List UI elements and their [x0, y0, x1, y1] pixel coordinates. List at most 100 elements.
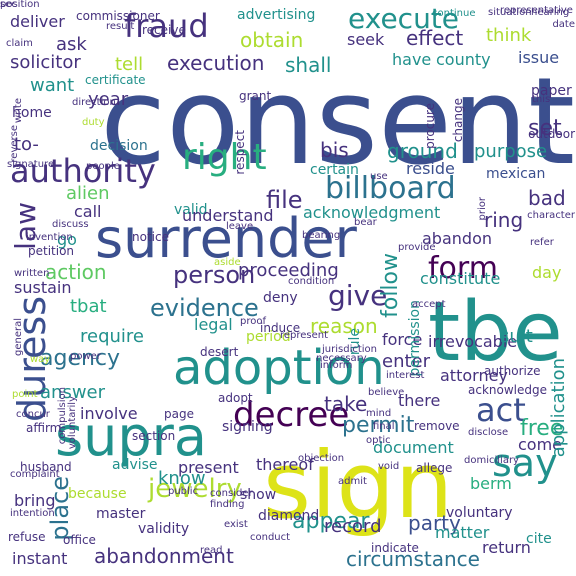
word: consider — [210, 488, 253, 499]
word: purpose — [474, 141, 548, 162]
word: give — [328, 279, 388, 312]
word: cite — [526, 531, 552, 547]
word: procure — [423, 103, 437, 149]
word: paper — [531, 83, 572, 99]
word: tbat — [70, 296, 107, 317]
word: bis — [320, 138, 349, 162]
word: right — [182, 137, 267, 178]
word: decree — [233, 395, 350, 435]
word: exist — [224, 519, 248, 530]
word: answer — [40, 382, 106, 403]
word: situation — [488, 7, 532, 18]
word: general — [13, 318, 24, 357]
word: section — [132, 429, 176, 443]
word: date — [552, 19, 575, 30]
word: show — [240, 487, 277, 503]
word: effect — [406, 26, 464, 50]
word: change — [451, 98, 465, 143]
word: deny — [263, 290, 298, 306]
word: believe — [368, 387, 405, 398]
word: fraud — [124, 7, 209, 45]
word: signing — [222, 419, 273, 435]
word: bring — [14, 491, 56, 510]
word: notice — [132, 230, 169, 244]
word: jewelry — [148, 474, 242, 504]
word: finding — [210, 499, 245, 510]
word: signature — [7, 159, 55, 170]
word: abandonment — [94, 544, 234, 568]
word: sec — [0, 0, 17, 10]
word: condition — [288, 276, 335, 287]
word: obtain — [240, 28, 304, 52]
word: admit — [338, 476, 367, 487]
word: matter — [435, 523, 490, 542]
word: file — [266, 186, 303, 214]
word: hearing — [531, 7, 570, 18]
word: mind — [366, 408, 392, 419]
word: refuse — [8, 530, 46, 544]
word: period — [246, 329, 291, 345]
word: remove — [414, 419, 460, 433]
word: ask — [56, 34, 87, 55]
word: written — [14, 268, 50, 279]
word: affirm — [26, 421, 62, 435]
word: ring — [484, 208, 524, 232]
word: advertising — [237, 7, 316, 23]
word: want — [30, 75, 75, 96]
word: outdoor — [528, 127, 575, 141]
word: application — [548, 358, 569, 458]
word: desert — [200, 345, 239, 359]
word: berm — [470, 474, 512, 493]
word: disclose — [468, 427, 509, 438]
word: induce — [260, 321, 301, 335]
word: void — [378, 461, 400, 472]
word: indicate — [371, 541, 419, 555]
word: person — [173, 261, 256, 289]
word: involve — [80, 404, 138, 423]
word: take — [324, 392, 368, 416]
word: people — [86, 161, 120, 172]
word: validity — [138, 521, 190, 537]
word: write — [13, 98, 24, 124]
word: jurisdiction — [322, 344, 377, 355]
word: advise — [112, 457, 158, 473]
word: surrender — [95, 207, 357, 270]
word: seek — [347, 30, 385, 49]
word: solicitor — [10, 52, 81, 73]
word: public — [168, 486, 199, 497]
word: leave — [226, 221, 254, 232]
word: bearing — [302, 230, 341, 241]
word: say — [492, 441, 558, 485]
word: to- — [14, 134, 39, 155]
word: county — [436, 50, 491, 69]
word: go — [57, 230, 77, 249]
word: final — [373, 421, 395, 432]
word: circumstance — [346, 547, 480, 571]
word: constitute — [420, 269, 501, 288]
word: conduct — [250, 532, 291, 543]
word: party — [408, 511, 461, 535]
word: respect — [233, 130, 247, 175]
word: represent — [280, 330, 329, 341]
word: because — [68, 486, 127, 502]
word: master — [96, 506, 146, 522]
word: attorney — [440, 366, 508, 385]
word: adopt — [218, 391, 253, 405]
word: reason — [310, 314, 378, 338]
word: tbe — [428, 285, 563, 380]
word: husband — [20, 460, 72, 474]
word: complaint — [10, 469, 60, 480]
word: bear — [354, 217, 377, 228]
word: allege — [416, 461, 453, 475]
word: character — [527, 210, 575, 221]
word: require — [80, 326, 144, 347]
word: acknowledgment — [303, 203, 441, 222]
word: instant — [12, 549, 68, 568]
word: interest — [386, 370, 425, 381]
word: suit — [500, 326, 533, 347]
word: think — [486, 25, 532, 46]
word: way — [30, 354, 51, 365]
word: return — [482, 538, 531, 557]
word: permission — [407, 300, 423, 377]
word: provide — [398, 242, 436, 253]
